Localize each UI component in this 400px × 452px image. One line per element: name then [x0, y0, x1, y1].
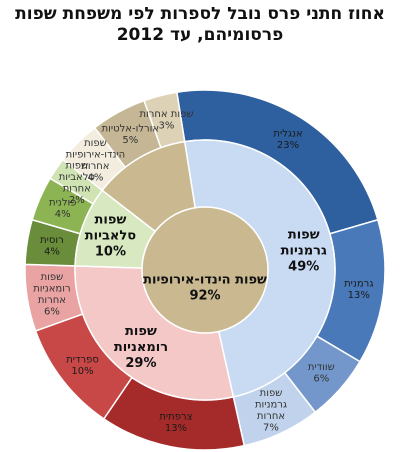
outer-slice-label: גרמניות — [255, 399, 287, 410]
outer-slice-label: סלאביות — [59, 172, 95, 183]
outer-slice-label: 2% — [69, 195, 85, 206]
outer-slice-label: רומאניות — [33, 283, 70, 294]
outer-slice-label: 6% — [313, 373, 329, 384]
outer-slice-label: צרפתית — [159, 412, 192, 423]
outer-slice-label: שפות — [84, 138, 107, 149]
outer-slice-label: 7% — [263, 422, 279, 433]
middle-slice-label: סלאביות — [85, 228, 136, 243]
middle-slice-label: רומאניות — [114, 340, 168, 355]
outer-slice-label: שפות — [260, 388, 283, 399]
middle-slice-label: 10% — [95, 244, 126, 259]
outer-slice-label: אורלו-אלטיות — [102, 123, 159, 134]
outer-slice-label: שפות — [41, 272, 64, 283]
middle-slice-label: שפות — [288, 228, 320, 243]
outer-slice-label: 13% — [165, 423, 187, 434]
outer-slice-label: 4% — [44, 247, 60, 258]
outer-slice-label: שוודית — [308, 362, 335, 373]
outer-slice-label: 5% — [122, 135, 138, 146]
outer-slice-label: גרמנית — [344, 279, 373, 290]
outer-slice-label: שפות — [65, 161, 88, 172]
outer-slice-label: 13% — [348, 290, 370, 301]
outer-slice-label: אחרות — [81, 161, 109, 172]
outer-slice-label: פולנית — [49, 198, 76, 209]
outer-slice-label: 6% — [44, 306, 60, 317]
center-disc — [141, 206, 269, 334]
middle-ring — [74, 139, 336, 401]
outer-slice-label: 10% — [71, 366, 93, 377]
outer-slice-label: אנגלית — [273, 128, 302, 139]
center-slice — [141, 206, 269, 334]
outer-slice-label: 3% — [159, 121, 175, 132]
middle-slice-label: 29% — [125, 356, 156, 371]
outer-slice-label: ספרדית — [66, 354, 99, 365]
outer-slice-label: רוסית — [40, 235, 64, 246]
outer-slice-label: 4% — [55, 209, 71, 220]
center-slice-label: שפות הינדו-אירופיות — [143, 273, 267, 288]
outer-slice-label: אחרות — [38, 295, 66, 306]
outer-slice-label: 4% — [87, 173, 103, 184]
slice-labels: אנגלית23%גרמנית13%שוודית6%שפותגרמניותאחר… — [33, 109, 373, 434]
middle-slice-label: שפות — [125, 324, 157, 339]
outer-slice-label: 23% — [277, 140, 299, 151]
middle-slice-label: 49% — [288, 260, 319, 275]
outer-slice-label: אחרות — [257, 411, 285, 422]
chart-title: אחוז חתני פרס נובל לספרות לפי משפחת שפות… — [15, 4, 385, 45]
outer-slice-label: הינדו-אירופיות — [66, 150, 126, 161]
outer-slice-label: אחרות — [63, 184, 91, 195]
middle-slice-label: שפות — [95, 212, 127, 227]
middle-slice-label: גרמניות — [281, 244, 327, 259]
center-slice-label: 92% — [189, 289, 220, 304]
outer-slice-label: שפות אחרות — [139, 109, 193, 120]
